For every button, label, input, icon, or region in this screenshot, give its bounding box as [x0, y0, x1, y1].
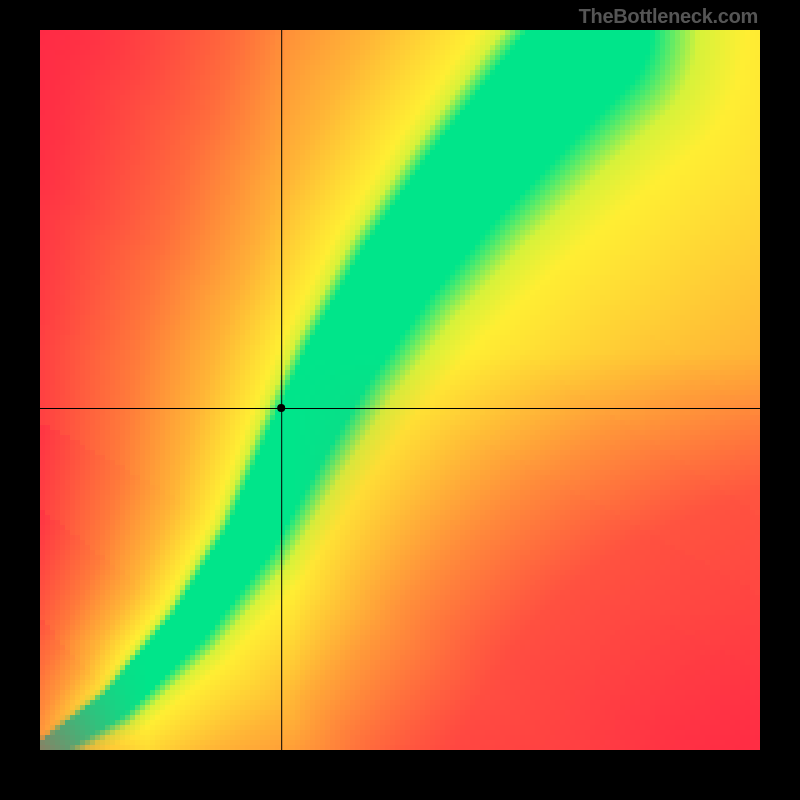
heatmap-chart — [40, 30, 760, 750]
heatmap-canvas — [40, 30, 760, 750]
watermark-text: TheBottleneck.com — [579, 6, 758, 29]
